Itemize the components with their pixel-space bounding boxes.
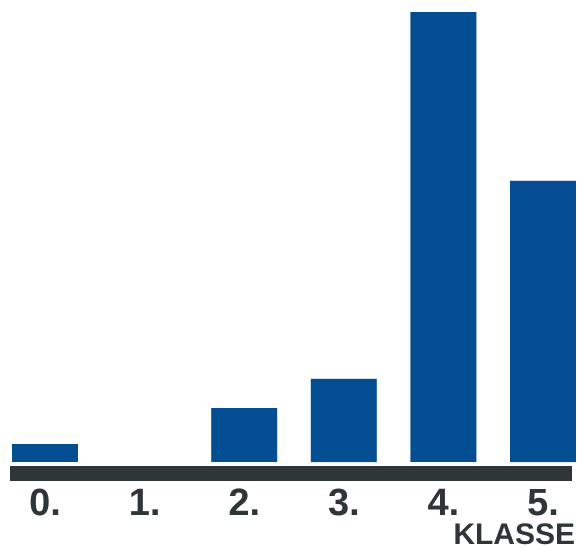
x-tick-label-0: 0.	[29, 482, 61, 524]
bar-4	[410, 12, 477, 462]
x-tick-label-5: 5.	[527, 482, 559, 524]
bar-2	[211, 408, 278, 462]
bar-5	[510, 180, 576, 463]
bar-0	[12, 444, 78, 462]
x-tick-label-4: 4.	[428, 482, 460, 524]
x-axis-title: KLASSE	[453, 518, 575, 549]
x-axis-line	[10, 466, 572, 481]
bars-layer	[12, 12, 576, 463]
bar-3	[310, 378, 377, 463]
x-tick-label-1: 1.	[129, 482, 161, 524]
x-tick-labels: 0. 1. 2. 3. 4. 5.	[29, 482, 559, 524]
x-tick-label-2: 2.	[228, 482, 260, 524]
x-tick-label-3: 3.	[328, 482, 360, 524]
